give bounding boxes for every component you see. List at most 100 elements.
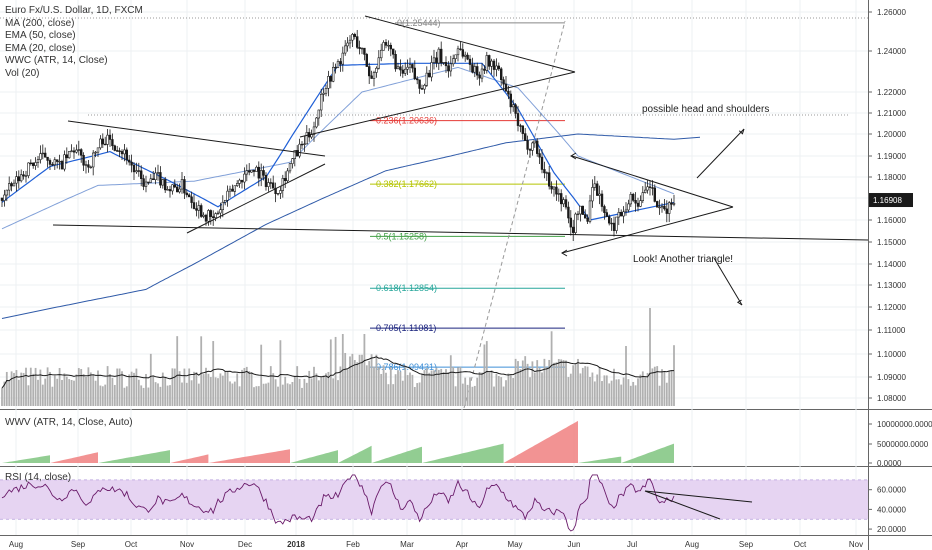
candle-body [641,192,645,201]
volume-bar [267,382,270,406]
legend-wwc[interactable]: WWC (ATR, 14, Close) [5,55,108,67]
volume-bar [368,361,371,406]
volume-bar [154,382,157,406]
neckline [52,224,869,241]
volume-bar [557,358,560,406]
candle-body [173,184,176,188]
volume-bar [68,379,71,406]
volume-bar [137,379,140,406]
fib-level-label: 0.5(1.15258) [376,231,427,241]
candle-body [490,60,493,67]
volume-bar [325,373,327,406]
candle-body [276,193,280,195]
candle-body [363,47,366,55]
volume-bar [497,376,500,406]
volume-bar [337,380,339,406]
candle-body [617,211,621,218]
candle-body [379,49,383,59]
candle-body [108,134,112,140]
candle-body [586,217,589,222]
candle-body [118,150,121,152]
legend-ma200[interactable]: MA (200, close) [5,17,75,29]
volume-bar [550,331,553,406]
rsi-tick-label: 40.0000 [877,505,906,514]
candle-body [48,160,52,165]
fib-level-label: 0.705(1.11081) [376,323,436,333]
volume-bar [435,367,438,406]
volume-bar [320,377,323,406]
legend-ema20[interactable]: EMA (20, close) [5,42,76,54]
volume-bar [82,374,85,406]
candle-body [634,200,637,204]
volume-bar [622,377,625,406]
volume-bar [197,383,200,406]
candle-body [396,66,400,70]
candle-body [346,42,349,47]
candle-body [415,78,419,81]
volume-bar [603,375,606,406]
candle-body [372,72,376,79]
trendline-drawings[interactable] [52,15,869,306]
volume-bar [555,362,558,406]
volume-bar [574,364,577,406]
volume-bar [483,344,486,406]
symbol-title[interactable]: Euro Fx/U.S. Dollar, 1D, FXCM [5,5,143,16]
candle-body [324,88,328,94]
time-axis[interactable]: Aug Sep Oct Nov Dec 2018 Feb Mar Apr May Jun Jul Aug… [9,540,863,549]
price-axis[interactable]: 1.26000 1.24000 1.22000 1.21000 1.20000 1.190… [868,8,932,534]
volume-bar [589,377,591,406]
volume-bar [169,385,171,406]
volume-bar [387,384,390,406]
legend-ema50[interactable]: EMA (50, close) [5,30,76,42]
candle-body [487,55,491,67]
wwv-tick-label: 0.0000 [877,459,902,468]
candle-body [631,193,635,201]
volume-bar [298,378,301,406]
volume-bar [397,370,399,406]
candle-body [219,209,222,214]
legend-vol[interactable]: Vol (20) [5,67,40,79]
price-tick-label: 1.08000 [877,394,906,403]
volume-bar [29,367,32,406]
candle-body [183,179,186,194]
volume-bar [80,369,83,406]
annotation-triangle[interactable]: Look! Another triangle! [633,254,733,265]
volume-bar [178,371,181,406]
volume-bar [277,386,279,406]
volume-bar [111,377,114,406]
volume-bar [149,353,152,406]
candle-body [149,178,152,183]
volume-bar [202,374,205,406]
volume-bar [274,379,277,406]
candle-body [413,67,416,80]
volume-bar [593,381,596,406]
candle-body [531,142,534,151]
volume-bar [188,368,191,406]
candle-body [473,66,476,73]
time-tick-label: Feb [346,540,360,549]
volume-bar [625,346,627,406]
volume-bar [161,372,164,406]
wwv-pane-title[interactable]: WWV (ATR, 14, Close, Auto) [5,417,133,428]
volume-bar [507,373,510,406]
volume-bar [214,377,217,406]
volume-bar [668,370,671,406]
candle-body [579,205,582,215]
candle-body [435,57,438,64]
wwv-segment [208,449,290,463]
candle-body [178,188,181,193]
volume-bar [517,361,519,406]
indicator-legend: Euro Fx/U.S. Dollar, 1D, FXCM MA (200, c… [5,5,143,81]
volume-bar [346,369,349,406]
volume-bar [356,362,359,406]
candle-body [154,172,157,181]
candle-body [658,206,661,209]
candle-body [87,164,90,168]
candle-body [451,58,455,65]
candle-body [41,152,45,155]
price-tick-label: 1.21000 [877,109,906,118]
rsi-pane-title[interactable]: RSI (14, close) [5,472,72,483]
candle-body [236,183,239,186]
annotation-head-shoulders[interactable]: possible head and shoulders [642,104,769,115]
